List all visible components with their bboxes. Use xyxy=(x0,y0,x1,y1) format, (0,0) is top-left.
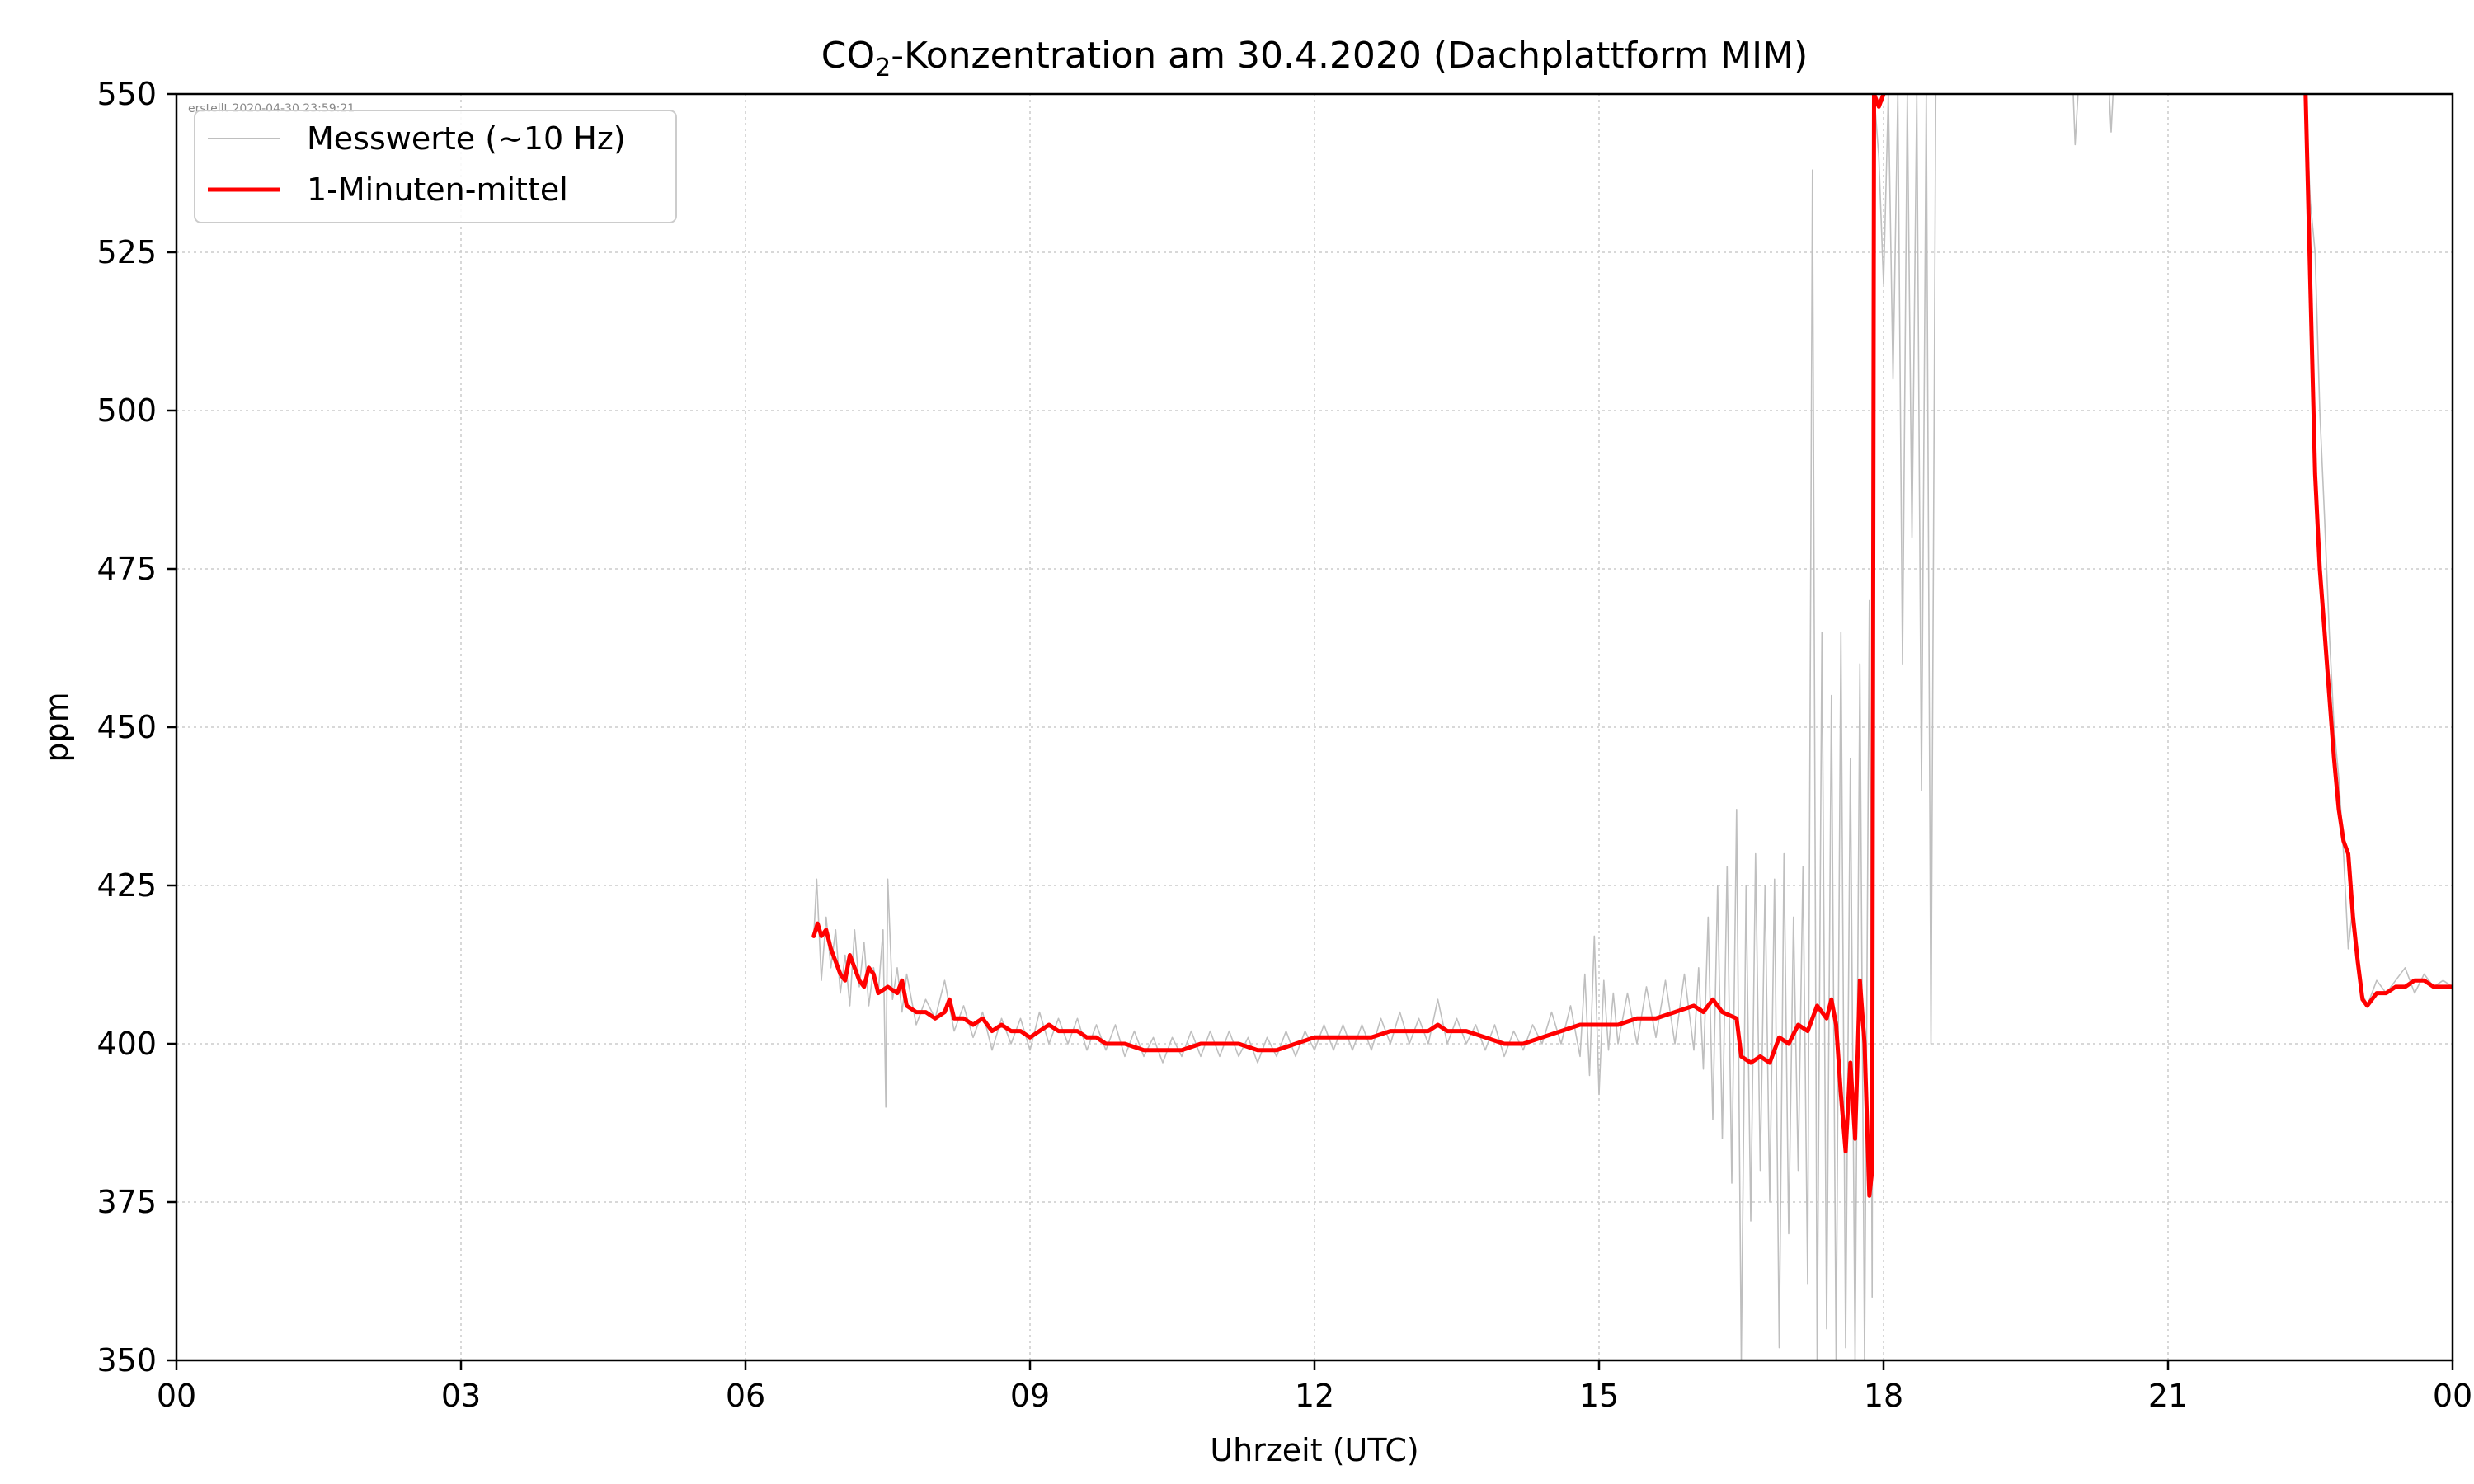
y-axis-label: ppm xyxy=(39,692,75,762)
y-tick-label: 425 xyxy=(96,867,157,904)
legend-raw-label: Messwerte (~10 Hz) xyxy=(307,120,626,157)
legend: Messwerte (~10 Hz) 1-Minuten-mittel xyxy=(194,110,677,223)
plot-area xyxy=(811,94,2453,1360)
chart-title: CO2-Konzentration am 30.4.2020 (Dachplat… xyxy=(821,35,1808,82)
x-axis-label: Uhrzeit (UTC) xyxy=(1210,1432,1418,1468)
y-tick-label: 375 xyxy=(96,1184,157,1220)
raw-series-line xyxy=(813,94,1937,1360)
title-suffix: -Konzentration am 30.4.2020 (Dachplattfo… xyxy=(891,35,1808,77)
legend-box xyxy=(194,110,677,223)
x-tick-label: 21 xyxy=(2148,1378,2188,1414)
y-tick-label: 350 xyxy=(96,1342,157,1378)
legend-mean-label: 1-Minuten-mittel xyxy=(307,171,568,208)
y-tick-label: 525 xyxy=(96,234,157,270)
axis-ticks: 00 03 06 09 12 15 18 21 003503754004254504755005… xyxy=(96,76,2472,1414)
x-tick-label: 06 xyxy=(726,1378,765,1414)
mean-series-line xyxy=(2303,94,2453,1008)
x-tick-label: 03 xyxy=(441,1378,481,1414)
raw-series-line xyxy=(2072,94,2079,146)
raw-series-line xyxy=(2108,94,2114,133)
title-prefix: CO xyxy=(821,35,875,77)
grid xyxy=(176,94,2453,1360)
y-tick-label: 475 xyxy=(96,551,157,587)
title-subscript: 2 xyxy=(875,54,891,82)
x-tick-label: 00 xyxy=(2433,1378,2472,1414)
y-tick-label: 550 xyxy=(96,76,157,112)
x-tick-label: 18 xyxy=(1864,1378,1903,1414)
x-tick-label: 15 xyxy=(1579,1378,1619,1414)
x-tick-label: 00 xyxy=(157,1378,196,1414)
x-tick-label: 09 xyxy=(1010,1378,1050,1414)
mean-series-line xyxy=(811,94,1886,1198)
y-tick-label: 450 xyxy=(96,709,157,745)
y-tick-label: 400 xyxy=(96,1026,157,1062)
y-tick-label: 500 xyxy=(96,392,157,429)
x-tick-label: 12 xyxy=(1295,1378,1334,1414)
